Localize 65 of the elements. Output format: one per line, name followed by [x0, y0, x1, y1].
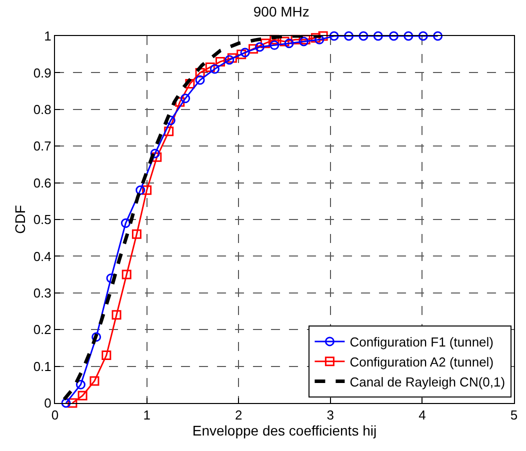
point — [152, 152, 162, 162]
point — [102, 350, 112, 360]
point — [112, 310, 122, 320]
x-tick-label: 2 — [234, 408, 242, 423]
point — [210, 64, 220, 74]
point — [358, 31, 368, 41]
point — [195, 75, 205, 85]
point — [280, 36, 290, 46]
legend-label: Canal de Rayleigh CN(0,1) — [350, 374, 506, 390]
legend-label: Configuration F1 (tunnel) — [350, 334, 494, 350]
y-tick-label: 1 — [44, 28, 52, 44]
point — [180, 94, 190, 104]
y-tick-label: 0.9 — [33, 65, 52, 80]
point — [136, 185, 146, 195]
point — [76, 380, 86, 390]
point — [164, 126, 174, 136]
point — [68, 398, 78, 408]
point — [142, 185, 152, 195]
y-tick-label: 0.8 — [33, 102, 52, 117]
point — [254, 42, 264, 52]
point — [270, 40, 280, 50]
point — [329, 31, 339, 41]
point — [388, 31, 398, 41]
point — [150, 148, 160, 158]
point — [195, 68, 205, 78]
x-tick-label: 3 — [326, 408, 334, 423]
x-tick-label: 4 — [418, 408, 426, 423]
point — [227, 53, 237, 63]
point — [132, 229, 142, 239]
y-tick-label: 0.1 — [33, 358, 52, 374]
y-tick-label: 0.5 — [33, 212, 52, 228]
y-tick-label: 0.4 — [33, 248, 52, 264]
point — [373, 31, 383, 41]
point — [318, 31, 328, 41]
point — [310, 33, 320, 43]
x-tick-label: 5 — [510, 408, 518, 423]
y-tick-label: 0.3 — [33, 285, 52, 300]
x-axis-title: Enveloppe des coefficients hij — [192, 422, 377, 439]
point — [284, 38, 294, 48]
point — [236, 50, 246, 60]
point — [224, 55, 234, 65]
point — [404, 31, 414, 41]
y-tick-label: 0.6 — [33, 175, 52, 190]
x-tick-label: 1 — [143, 408, 150, 423]
y-tick-label: 0.2 — [33, 322, 52, 338]
y-tick-label: 0 — [44, 396, 52, 411]
point — [248, 44, 258, 54]
point — [92, 332, 102, 342]
point — [122, 270, 132, 280]
y-axis-title: CDF — [12, 205, 28, 234]
point — [418, 31, 428, 41]
point — [120, 218, 130, 228]
point — [61, 398, 71, 408]
legend-label: Configuration A2 (tunnel) — [350, 354, 494, 370]
point — [78, 390, 88, 400]
point — [433, 31, 443, 41]
chart-title: 900 MHz — [253, 4, 310, 20]
point — [260, 38, 270, 48]
point — [215, 56, 225, 66]
point — [344, 31, 354, 41]
point — [90, 376, 100, 386]
point — [185, 78, 195, 88]
point — [240, 48, 250, 58]
y-tick-label: 0.7 — [33, 138, 52, 154]
point — [205, 62, 215, 72]
